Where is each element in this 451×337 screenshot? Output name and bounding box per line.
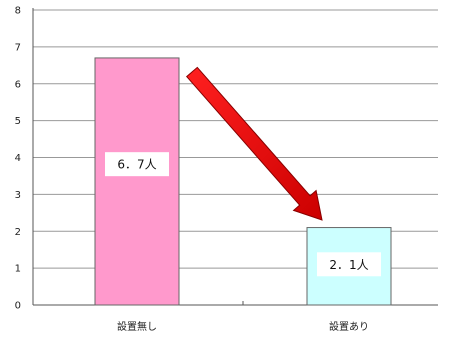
- y-tick-label: 0: [15, 301, 21, 312]
- data-label-box: [317, 252, 381, 277]
- y-tick-label: 7: [15, 42, 21, 53]
- y-tick-label: 1: [15, 264, 21, 275]
- bar: [94, 57, 180, 306]
- data-label: 6．7人: [117, 158, 156, 172]
- y-tick-label: 2: [15, 227, 21, 238]
- down-arrow-icon: [185, 66, 323, 221]
- data-label-box: [105, 152, 169, 177]
- y-tick-label: 3: [15, 190, 21, 201]
- data-label: 2．1人: [329, 258, 368, 272]
- y-tick-label: 5: [15, 116, 21, 127]
- y-tick-label: 8: [15, 6, 21, 17]
- x-tick-label: 設置あり: [329, 320, 369, 333]
- y-tick-label: 6: [15, 79, 21, 90]
- y-tick-label: 4: [15, 153, 21, 164]
- x-tick-label: 設置無し: [117, 320, 157, 333]
- data-labels: 6．7人 2．1人: [105, 152, 381, 277]
- trend-arrow: [185, 66, 323, 221]
